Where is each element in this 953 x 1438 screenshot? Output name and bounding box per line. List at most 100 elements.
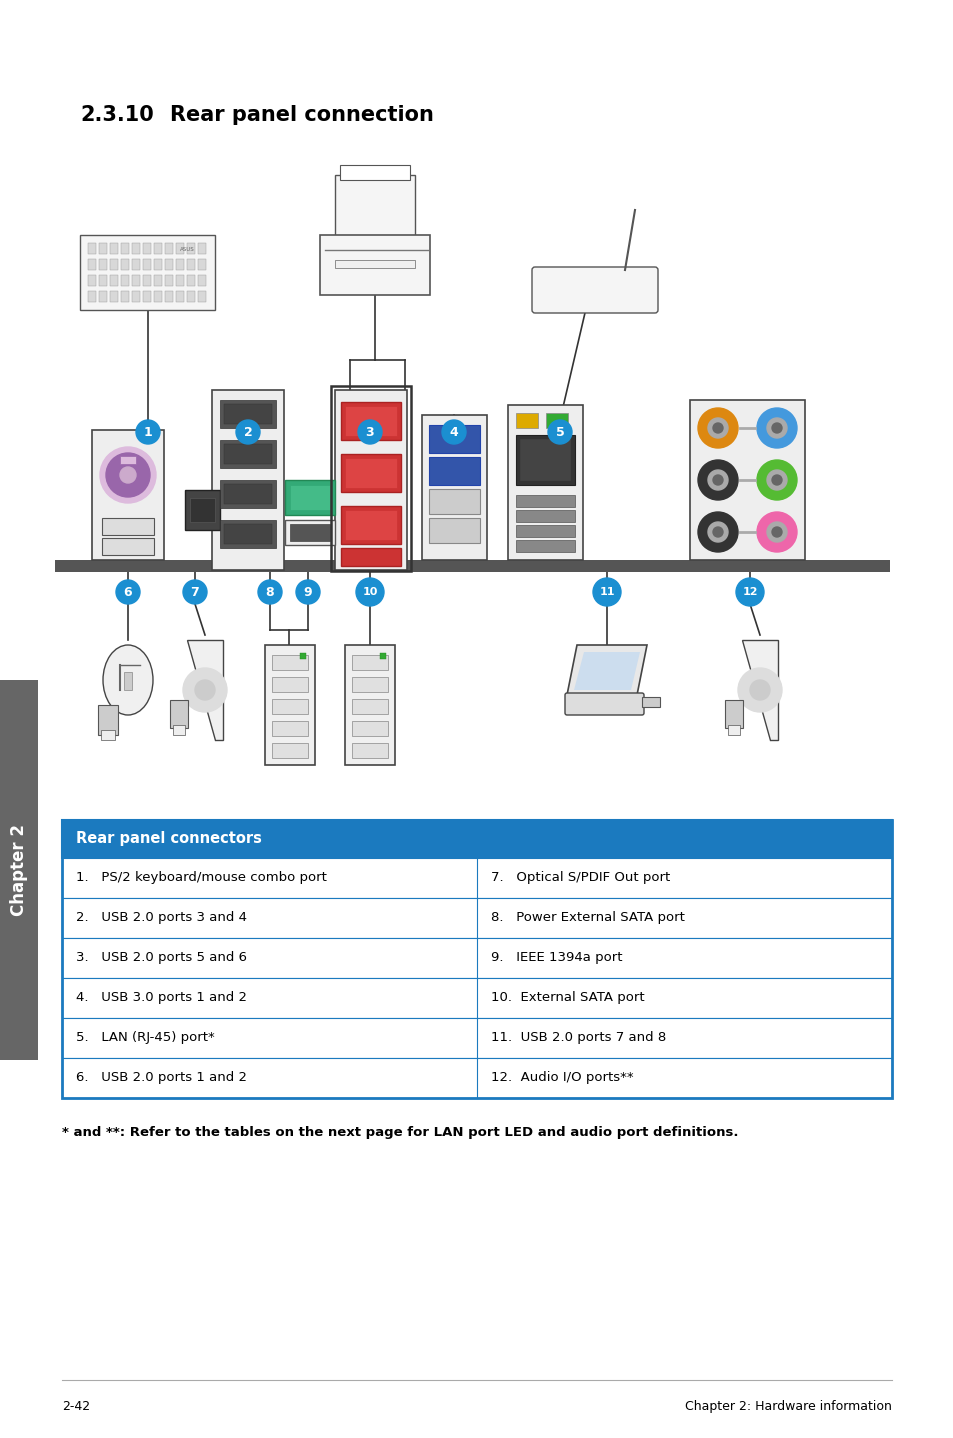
Bar: [340, 454, 400, 492]
Bar: [198, 290, 206, 302]
Circle shape: [712, 526, 722, 536]
Circle shape: [547, 420, 572, 444]
Bar: [224, 404, 272, 424]
Circle shape: [771, 423, 781, 433]
Bar: [121, 243, 129, 255]
Circle shape: [698, 512, 738, 552]
Bar: [99, 290, 107, 302]
Bar: [290, 485, 330, 510]
Bar: [187, 259, 194, 270]
Bar: [143, 275, 151, 286]
Circle shape: [120, 467, 136, 483]
Bar: [689, 400, 804, 559]
Bar: [132, 243, 140, 255]
Bar: [290, 523, 330, 541]
Bar: [272, 699, 308, 715]
Bar: [143, 259, 151, 270]
Bar: [516, 436, 575, 485]
Bar: [429, 426, 479, 453]
Circle shape: [712, 423, 722, 433]
Bar: [545, 413, 567, 429]
Bar: [220, 440, 275, 467]
Bar: [185, 490, 220, 531]
Bar: [272, 677, 308, 692]
Text: 12.  Audio I/O ports**: 12. Audio I/O ports**: [491, 1071, 633, 1084]
Text: 10: 10: [362, 587, 377, 597]
Bar: [224, 485, 272, 503]
Circle shape: [757, 512, 796, 552]
Bar: [272, 654, 308, 670]
Circle shape: [766, 418, 786, 439]
Bar: [641, 697, 659, 707]
Circle shape: [136, 420, 160, 444]
Bar: [187, 243, 194, 255]
FancyBboxPatch shape: [532, 267, 658, 313]
Bar: [352, 720, 388, 736]
Bar: [272, 743, 308, 758]
Bar: [120, 456, 136, 464]
Bar: [212, 390, 284, 569]
Bar: [340, 403, 400, 440]
Bar: [62, 1058, 891, 1099]
Bar: [516, 525, 575, 536]
Circle shape: [712, 475, 722, 485]
Bar: [62, 897, 891, 938]
Bar: [101, 731, 115, 741]
Circle shape: [771, 475, 781, 485]
Bar: [132, 290, 140, 302]
Bar: [220, 400, 275, 429]
Text: 4: 4: [449, 426, 457, 439]
Bar: [88, 275, 96, 286]
Polygon shape: [574, 651, 639, 690]
Bar: [143, 243, 151, 255]
Bar: [175, 275, 184, 286]
Circle shape: [183, 669, 227, 712]
Text: 9.   IEEE 1394a port: 9. IEEE 1394a port: [491, 952, 622, 965]
Text: 4.   USB 3.0 ports 1 and 2: 4. USB 3.0 ports 1 and 2: [76, 991, 247, 1005]
Bar: [335, 390, 407, 569]
Bar: [198, 243, 206, 255]
Bar: [340, 506, 400, 544]
Text: Rear panel connection: Rear panel connection: [170, 105, 434, 125]
Circle shape: [707, 418, 727, 439]
Bar: [285, 480, 335, 515]
Polygon shape: [566, 646, 646, 695]
Bar: [55, 559, 889, 572]
Bar: [335, 175, 415, 260]
Bar: [345, 457, 396, 487]
Circle shape: [766, 522, 786, 542]
Text: ASUS: ASUS: [180, 247, 194, 252]
Bar: [429, 518, 479, 544]
Circle shape: [194, 680, 214, 700]
Bar: [272, 720, 308, 736]
Polygon shape: [741, 640, 778, 741]
Bar: [88, 243, 96, 255]
Bar: [121, 290, 129, 302]
Bar: [99, 259, 107, 270]
Bar: [224, 523, 272, 544]
Text: 12: 12: [741, 587, 757, 597]
Bar: [170, 700, 188, 728]
Bar: [507, 406, 582, 559]
Circle shape: [766, 470, 786, 490]
Bar: [99, 243, 107, 255]
Text: 2: 2: [243, 426, 253, 439]
Circle shape: [698, 408, 738, 449]
Circle shape: [355, 578, 384, 605]
Bar: [0, 680, 38, 1060]
Bar: [88, 259, 96, 270]
Bar: [62, 938, 891, 978]
Circle shape: [295, 580, 319, 604]
Text: 8: 8: [265, 585, 274, 598]
Ellipse shape: [103, 646, 152, 715]
Bar: [132, 259, 140, 270]
Bar: [62, 858, 891, 897]
Circle shape: [593, 578, 620, 605]
Bar: [285, 521, 335, 545]
Bar: [339, 165, 410, 180]
Bar: [175, 243, 184, 255]
Circle shape: [257, 580, 282, 604]
Bar: [143, 290, 151, 302]
FancyBboxPatch shape: [564, 693, 643, 715]
Bar: [187, 275, 194, 286]
